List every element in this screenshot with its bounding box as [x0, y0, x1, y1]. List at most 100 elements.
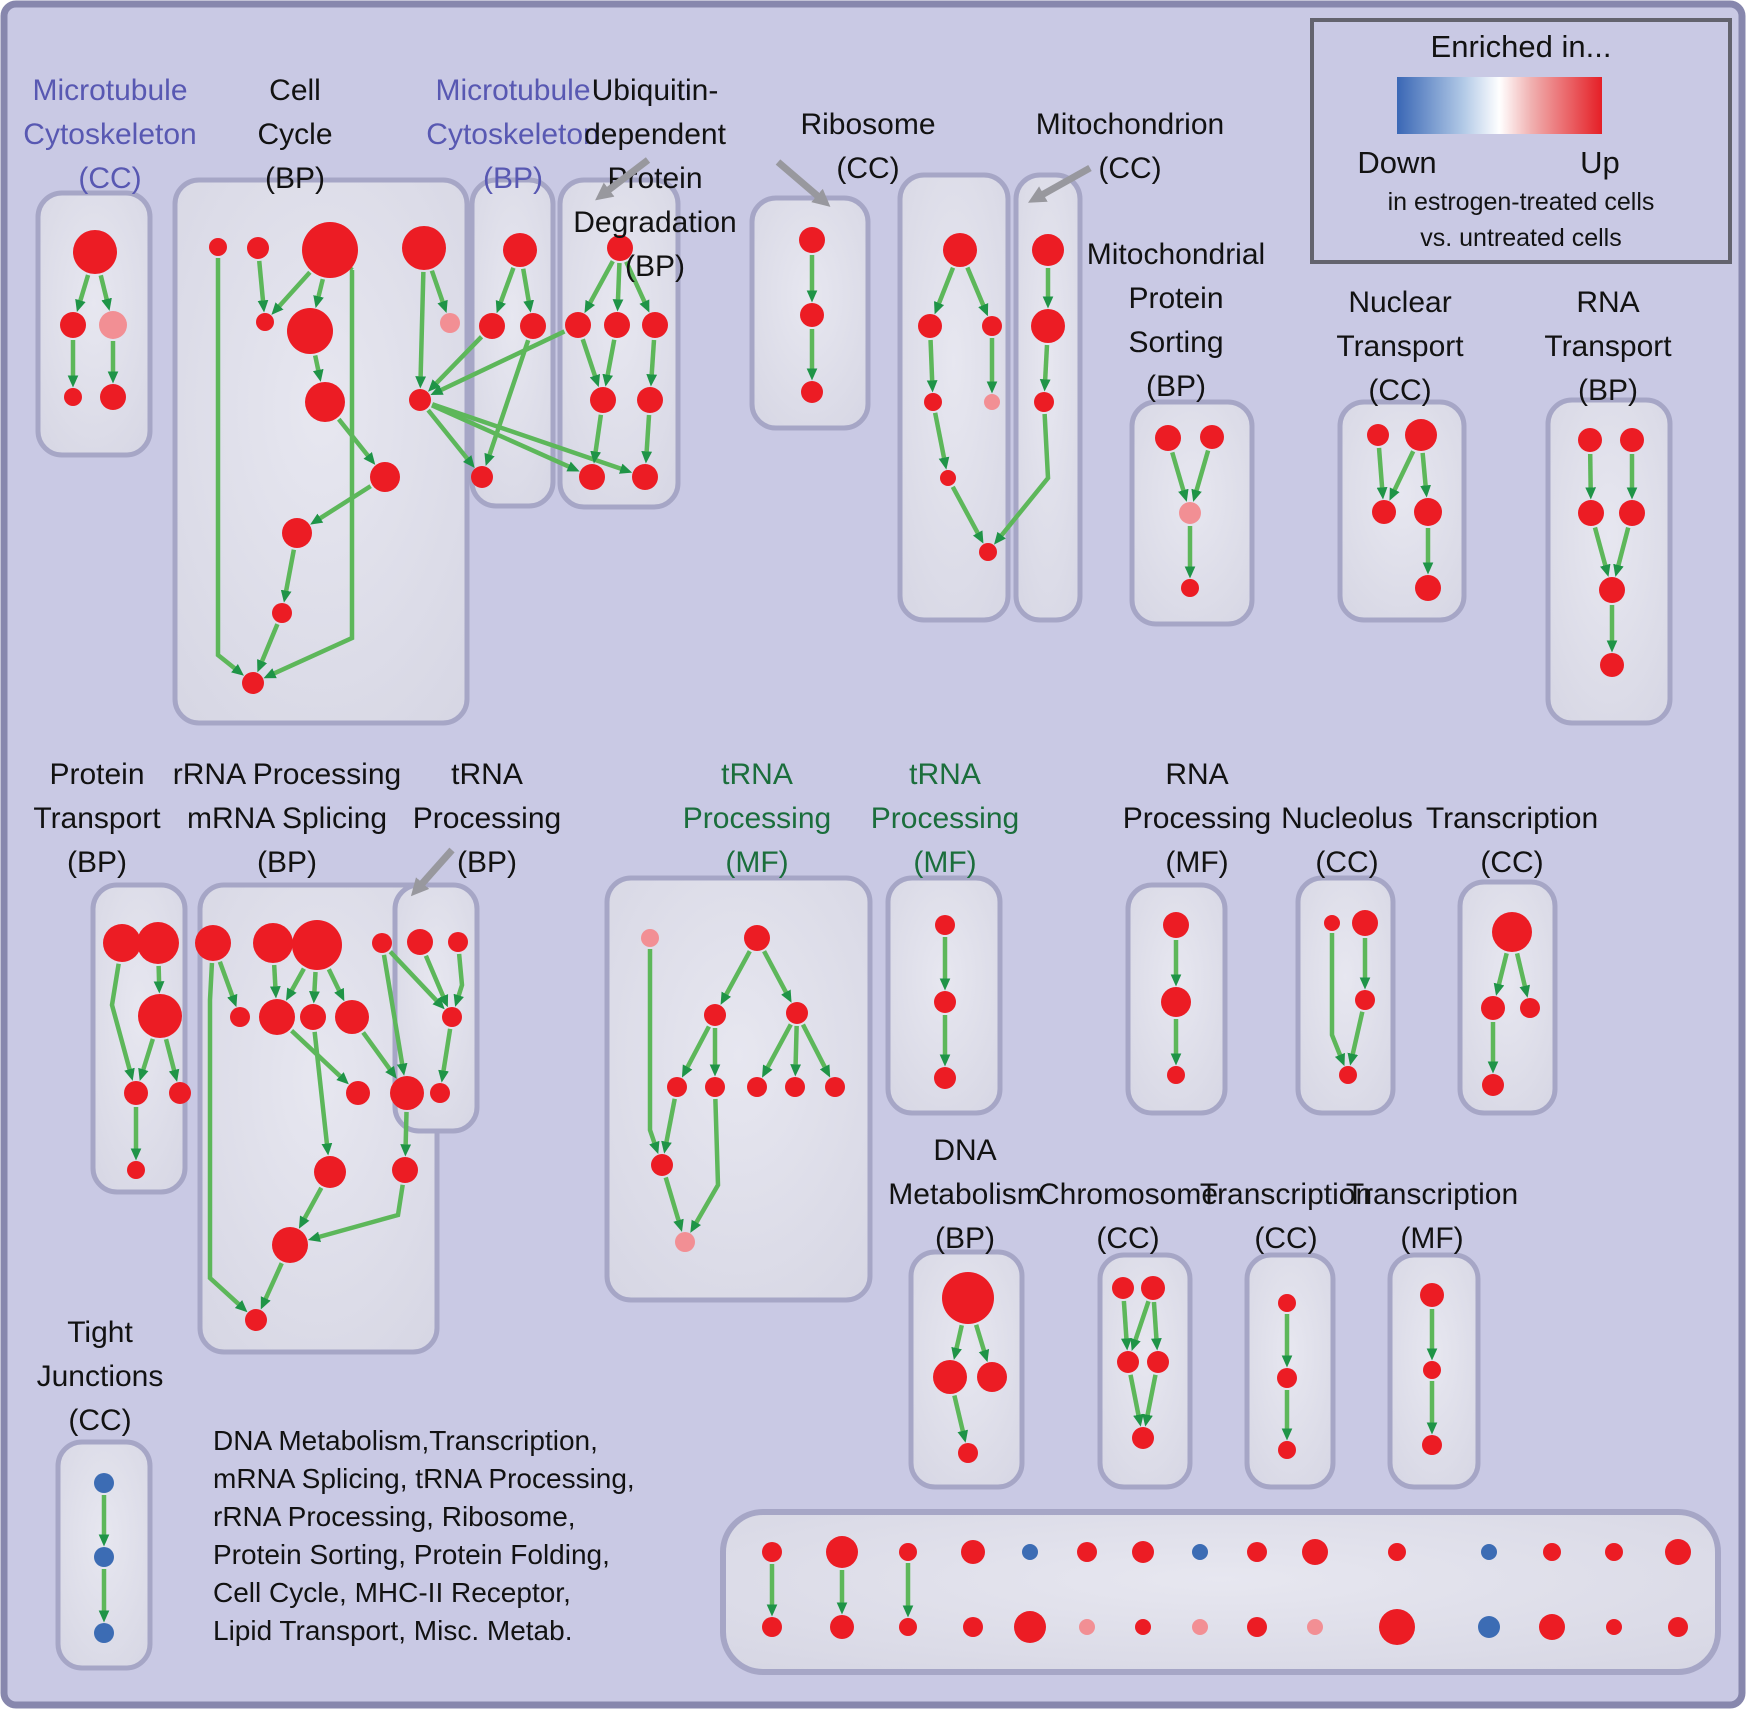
node-transcription-mf-0 [1420, 1283, 1444, 1307]
node-tight-junctions-cc-0 [94, 1473, 114, 1493]
node-ribosome-cc-3 [924, 393, 942, 411]
edge-arrow [361, 1031, 397, 1079]
edge-arrow [1130, 1300, 1151, 1352]
node-chromosome-cc-3 [1147, 1351, 1169, 1373]
node-dna-metabolism-bp-2 [977, 1362, 1007, 1392]
edge-arrow [1128, 1374, 1144, 1427]
misc-node-bottom-1 [830, 1615, 854, 1639]
edge-arrow [381, 954, 408, 1076]
edge-arrow [951, 1324, 964, 1360]
legend-box [1310, 18, 1732, 264]
node-mitochondrial-protein-sorting-bp-3 [1181, 579, 1199, 597]
edge-arrow [453, 953, 465, 1007]
edge-arrow [336, 417, 376, 465]
cluster-label-transcription-cc-lower: Transcription (CC) [1200, 1178, 1372, 1255]
legend-subtitle-1: in estrogen-treated cells [1388, 188, 1655, 216]
cluster-box-transcription-cc-upper [1457, 879, 1558, 1116]
node-cell-cycle-bp-7 [305, 382, 345, 422]
misc-node-top-14 [1665, 1539, 1691, 1565]
node-trna-processing-mf-large-3 [786, 1002, 808, 1024]
node-microtubule-cytoskeleton-cc-4 [100, 384, 126, 410]
cluster-label-protein-transport-bp: Protein Transport (BP) [33, 758, 161, 879]
node-rrna-processing-mrna-splicing-bp-4 [230, 1007, 250, 1027]
edge-arrow [584, 260, 615, 314]
node-trna-processing-mf-large-4 [667, 1077, 687, 1097]
node-rrna-processing-mrna-splicing-bp-12 [272, 1227, 308, 1263]
node-transcription-cc-lower-0 [1278, 1294, 1296, 1312]
edge-arrow [310, 484, 372, 525]
edge-arrow [663, 1176, 684, 1232]
misc-node-bottom-0 [762, 1617, 782, 1637]
node-transcription-cc-upper-0 [1492, 912, 1532, 952]
legend-down-label: Down [1357, 145, 1436, 180]
edge-arrow [263, 264, 355, 679]
node-trna-processing-bp-1 [448, 932, 468, 952]
node-chromosome-cc-0 [1112, 1277, 1134, 1299]
edge-arrow [313, 278, 325, 309]
misc-node-bottom-2 [899, 1618, 917, 1636]
node-transcription-cc-upper-2 [1520, 998, 1540, 1018]
edge-arrow [256, 260, 269, 313]
edge-arrow [1329, 933, 1345, 1067]
edge-arrow [280, 549, 297, 603]
edge-arrow [661, 1098, 677, 1154]
misc-node-bottom-13 [1606, 1619, 1622, 1635]
node-microtubule-cytoskeleton-cc-0 [73, 230, 117, 274]
node-protein-transport-bp-1 [137, 922, 179, 964]
edge-arrow [1191, 449, 1211, 502]
edge-arrow [720, 950, 752, 1005]
legend-up-label: Up [1580, 145, 1620, 180]
misc-node-bottom-14 [1668, 1617, 1688, 1637]
misc-node-top-0 [762, 1542, 782, 1562]
edge-arrow [1613, 526, 1631, 577]
node-rrna-processing-mrna-splicing-bp-7 [335, 1000, 369, 1034]
edge-arrow [1039, 344, 1051, 392]
node-microtubule-cytoskeleton-cc-3 [64, 388, 82, 406]
node-cell-cycle-bp-11 [272, 603, 292, 623]
cluster-label-nuclear-transport-cc: Nuclear Transport (CC) [1336, 286, 1464, 407]
edge-arrow [109, 963, 135, 1081]
node-trna-processing-bp-3 [430, 1083, 450, 1103]
edge-arrow [430, 329, 566, 396]
node-dna-metabolism-bp-1 [933, 1360, 967, 1394]
legend-title: Enriched in... [1431, 29, 1612, 64]
misc-node-top-8 [1247, 1542, 1267, 1562]
cluster-box-nuclear-transport-cc [1337, 399, 1467, 623]
node-ubiquitin-degradation-box1-1 [565, 312, 591, 338]
node-tight-junctions-cc-1 [94, 1547, 114, 1567]
node-trna-processing-mf-large-7 [785, 1077, 805, 1097]
node-rrna-processing-mrna-splicing-bp-9 [390, 1076, 424, 1110]
node-nucleolus-cc-3 [1339, 1066, 1357, 1084]
node-dna-metabolism-bp-0 [942, 1272, 994, 1324]
misc-node-top-10 [1388, 1543, 1406, 1561]
edge-arrow [950, 485, 984, 544]
node-microtubule-cytoskeleton-bp-3 [471, 466, 493, 488]
node-transcription-mf-1 [1423, 1361, 1441, 1379]
node-ubiquitin-degradation-box1-0 [607, 235, 633, 261]
node-rrna-processing-mrna-splicing-bp-2 [292, 920, 342, 970]
edge-arrow [1151, 1301, 1162, 1351]
edge-arrow [138, 1038, 156, 1082]
node-rna-transport-bp-2 [1578, 500, 1604, 526]
node-ubiquitin-degradation-box1-7 [632, 464, 658, 490]
misc-node-top-11 [1481, 1544, 1497, 1560]
edge-arrow [217, 961, 238, 1008]
node-ribosome-cc-4 [984, 394, 1000, 410]
node-cell-cycle-bp-1 [247, 237, 269, 259]
edge-arrow [312, 354, 324, 382]
cluster-label-transcription-cc-upper: Transcription (CC) [1426, 802, 1598, 879]
cluster-label-rrna-processing-mrna-splicing-bp: rRNA Processing mRNA Splicing (BP) [173, 758, 401, 879]
edge-arrow [1389, 450, 1416, 501]
edge-arrow [1493, 952, 1509, 996]
cluster-box-rna-transport-bp [1545, 397, 1673, 726]
misc-node-top-9 [1302, 1539, 1328, 1565]
node-rrna-processing-mrna-splicing-bp-5 [259, 999, 295, 1035]
node-cell-cycle-bp-6 [440, 313, 460, 333]
edge-arrow [800, 1023, 831, 1078]
edge-arrow [520, 268, 534, 313]
node-trna-processing-mf-large-8 [825, 1077, 845, 1097]
node-ubiquitin-degradation-box2-0 [799, 227, 825, 253]
edge-arrow [163, 1038, 180, 1082]
edge-arrow [98, 274, 112, 311]
